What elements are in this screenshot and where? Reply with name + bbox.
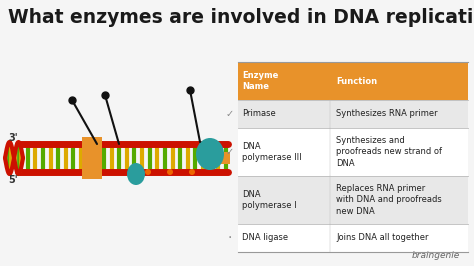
Circle shape (167, 169, 173, 175)
Bar (238, 224, 468, 252)
Text: What enzymes are involved in DNA replication?: What enzymes are involved in DNA replica… (8, 8, 474, 27)
Text: Joins DNA all together: Joins DNA all together (336, 234, 428, 243)
Text: Function: Function (336, 77, 377, 85)
Text: Synthesizes RNA primer: Synthesizes RNA primer (336, 110, 438, 118)
Text: Primase: Primase (242, 110, 276, 118)
Bar (82, 137, 102, 179)
Bar (238, 62, 468, 100)
Text: ✓: ✓ (226, 109, 234, 119)
Circle shape (145, 169, 151, 175)
Ellipse shape (196, 138, 224, 170)
Text: DNA
polymerase III: DNA polymerase III (242, 142, 301, 162)
Bar (238, 128, 468, 176)
Circle shape (189, 169, 195, 175)
Text: DNA ligase: DNA ligase (242, 234, 288, 243)
Text: 5': 5' (8, 175, 18, 185)
Text: ·: · (228, 231, 232, 245)
Bar (238, 100, 468, 128)
Text: 3': 3' (8, 133, 18, 143)
Text: Synthesizes and
proofreads new strand of
DNA: Synthesizes and proofreads new strand of… (336, 136, 442, 168)
Bar (238, 176, 468, 224)
Text: braingenie: braingenie (412, 251, 460, 260)
Bar (220, 152, 230, 164)
Text: Replaces RNA primer
with DNA and proofreads
new DNA: Replaces RNA primer with DNA and proofre… (336, 184, 442, 216)
Text: Enzyme
Name: Enzyme Name (242, 71, 278, 91)
Text: ✓: ✓ (226, 147, 234, 157)
Ellipse shape (127, 163, 145, 185)
Text: DNA
polymerase I: DNA polymerase I (242, 190, 297, 210)
